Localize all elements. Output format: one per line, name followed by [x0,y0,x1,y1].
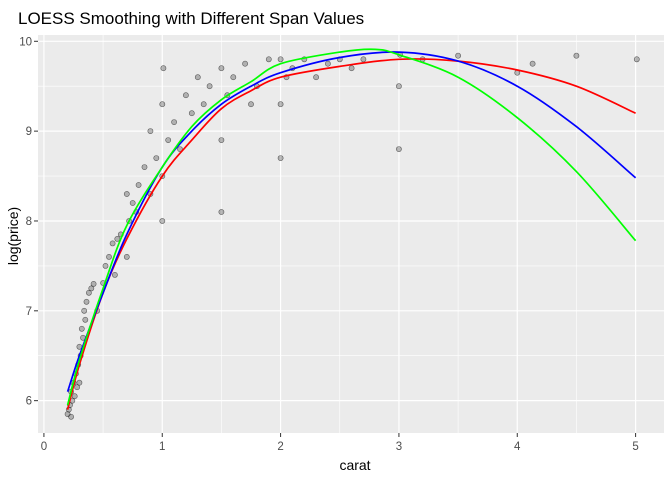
axis-ticks: 0 1 2 3 4 5 6 7 8 9 10 [19,36,639,453]
data-point [160,65,167,72]
chart-title: LOESS Smoothing with Different Span Valu… [18,9,364,28]
data-point [159,218,166,224]
data-point [529,60,536,67]
data-point [348,65,355,72]
y-axis-title: log(price) [5,207,21,265]
data-point [106,253,112,260]
data-point [194,74,201,81]
data-point [153,155,160,161]
data-point [455,52,461,59]
data-point [182,92,189,99]
data-point [242,60,248,67]
x-tick-label: 3 [396,441,402,453]
data-point [206,83,213,90]
data-point [248,101,254,108]
data-point [88,285,95,292]
x-tick-label: 2 [277,441,283,453]
data-point [135,182,142,188]
data-point [147,128,154,134]
data-point [313,74,319,81]
data-point [200,101,207,108]
data-point [81,307,88,314]
data-point [360,56,367,63]
data-point [277,101,284,108]
y-tick-label: 9 [26,126,32,138]
data-point [90,280,97,287]
data-point [112,271,118,278]
data-point [71,393,78,400]
data-point [218,137,225,143]
y-tick-label: 8 [26,216,32,228]
data-point [123,191,130,197]
y-tick-label: 10 [19,36,32,48]
y-tick-label: 6 [26,396,32,408]
plot-panel [38,35,664,433]
data-point [218,65,225,72]
data-point [159,101,166,108]
data-point [633,56,640,63]
data-point [68,413,74,420]
scatter-points [64,51,640,420]
data-point [82,316,89,323]
data-point [76,379,83,386]
x-tick-label: 4 [514,441,521,453]
data-point [78,325,85,332]
loess-line-blue [66,51,637,392]
data-point [218,209,225,215]
data-point [109,240,116,247]
data-point [83,298,90,305]
data-point [277,56,284,63]
x-axis-title: carat [339,457,370,473]
data-point [114,235,121,242]
loess-line-green [66,48,637,406]
data-point [277,155,284,161]
loess-lines [66,48,637,410]
data-point [171,119,177,125]
y-tick-label: 7 [26,306,32,318]
data-point [74,384,80,391]
data-point [129,200,136,206]
data-point [395,83,402,90]
data-point [165,137,172,143]
x-tick-label: 5 [632,441,638,453]
data-point [324,60,331,67]
data-point [573,52,580,59]
data-point [188,110,195,117]
data-point [102,262,109,269]
data-point [123,253,130,260]
panel-background [38,35,664,433]
x-tick-label: 0 [41,441,47,453]
data-point [265,56,272,63]
data-point [395,146,402,152]
data-point [230,74,237,81]
data-point [86,289,92,296]
data-point [141,164,148,170]
x-tick-label: 1 [159,441,165,453]
